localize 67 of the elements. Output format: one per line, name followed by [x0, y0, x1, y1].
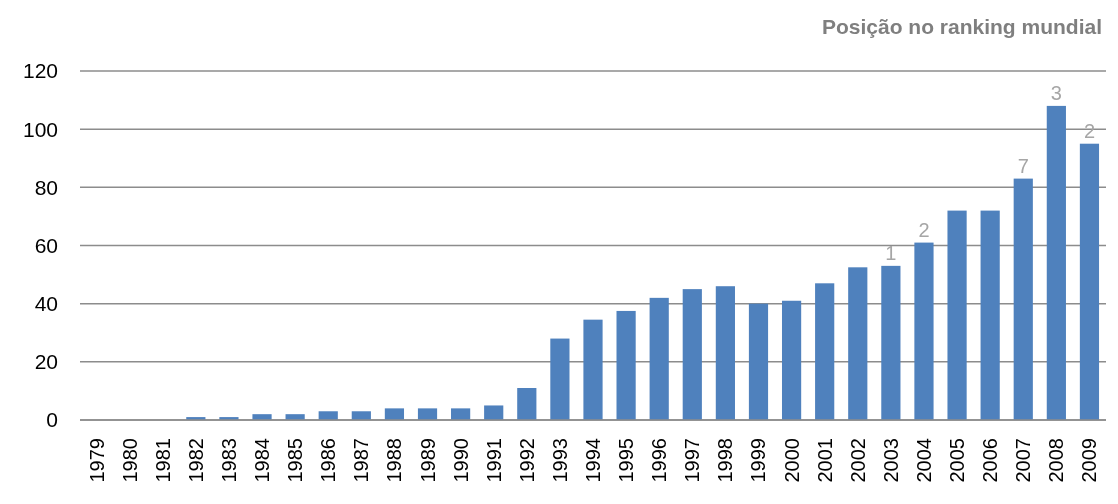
x-tick-label: 2007 — [1012, 438, 1035, 483]
x-tick-label: 1983 — [217, 438, 240, 483]
y-tick-label: 100 — [22, 117, 58, 141]
x-tick-label: 2003 — [879, 438, 902, 483]
x-tick-label: 2004 — [912, 438, 935, 483]
x-tick-label: 1997 — [681, 438, 704, 483]
x-tick-label: 1980 — [118, 438, 141, 483]
x-tick-label: 2000 — [780, 438, 803, 483]
x-tick-label: 1996 — [648, 438, 671, 483]
x-tick-label: 1982 — [184, 438, 207, 483]
x-tick-label: 1984 — [251, 438, 274, 483]
bar — [484, 405, 504, 420]
bar — [682, 289, 702, 420]
bar — [1079, 143, 1100, 420]
bar — [947, 210, 967, 420]
bar — [815, 283, 835, 420]
x-tick-label: 2008 — [1045, 438, 1068, 483]
x-tick-label: 1992 — [515, 438, 538, 483]
y-tick-label: 40 — [34, 292, 58, 316]
x-tick-label: 1994 — [582, 438, 604, 483]
bar — [781, 300, 802, 420]
bar — [914, 242, 934, 420]
bar — [583, 319, 603, 420]
x-tick-label: 1990 — [449, 438, 472, 483]
annotation: 1 — [885, 241, 897, 264]
chart-title: Posição no ranking mundial — [821, 15, 1102, 38]
x-tick-label: 2006 — [979, 438, 1002, 483]
x-tick-label: 1991 — [482, 438, 505, 483]
x-tick-label: 1981 — [151, 438, 174, 483]
bar — [649, 297, 669, 420]
x-tick-label: 2002 — [846, 438, 869, 483]
bar — [748, 303, 769, 420]
x-tick-label: 1998 — [714, 438, 737, 483]
y-tick-label: 120 — [22, 59, 58, 83]
x-tick-label: 2005 — [946, 438, 969, 483]
bar — [417, 408, 438, 420]
x-tick-label: 1995 — [615, 438, 638, 483]
bar — [616, 310, 636, 420]
x-tick-label: 2001 — [813, 438, 836, 483]
x-tick-label: 1985 — [284, 438, 307, 483]
bar — [384, 408, 405, 420]
x-tick-label: 1986 — [317, 438, 340, 483]
bar — [715, 286, 735, 420]
x-tick-label: 1999 — [747, 438, 770, 483]
x-tick-label: 1979 — [85, 438, 108, 483]
bar — [980, 210, 1000, 420]
bar — [318, 411, 338, 420]
annotation: 2 — [918, 218, 930, 241]
annotation: 3 — [1050, 81, 1062, 104]
y-tick-label: 60 — [34, 233, 58, 257]
x-tick-label: 1993 — [548, 438, 571, 483]
bar — [451, 408, 471, 420]
bar — [517, 388, 537, 420]
x-tick-label: 1989 — [416, 438, 439, 483]
bar — [550, 338, 570, 420]
bar — [848, 267, 868, 420]
bar — [351, 411, 371, 420]
y-tick-label: 0 — [46, 408, 58, 432]
bar — [1013, 178, 1033, 420]
annotation: 7 — [1017, 154, 1029, 177]
x-tick-label: 2009 — [1078, 438, 1101, 483]
bar — [1046, 105, 1066, 420]
bar — [881, 265, 901, 420]
y-tick-label: 80 — [34, 175, 58, 199]
y-tick-label: 20 — [34, 350, 58, 374]
x-tick-label: 1987 — [350, 438, 373, 483]
x-tick-label: 1988 — [383, 438, 406, 483]
